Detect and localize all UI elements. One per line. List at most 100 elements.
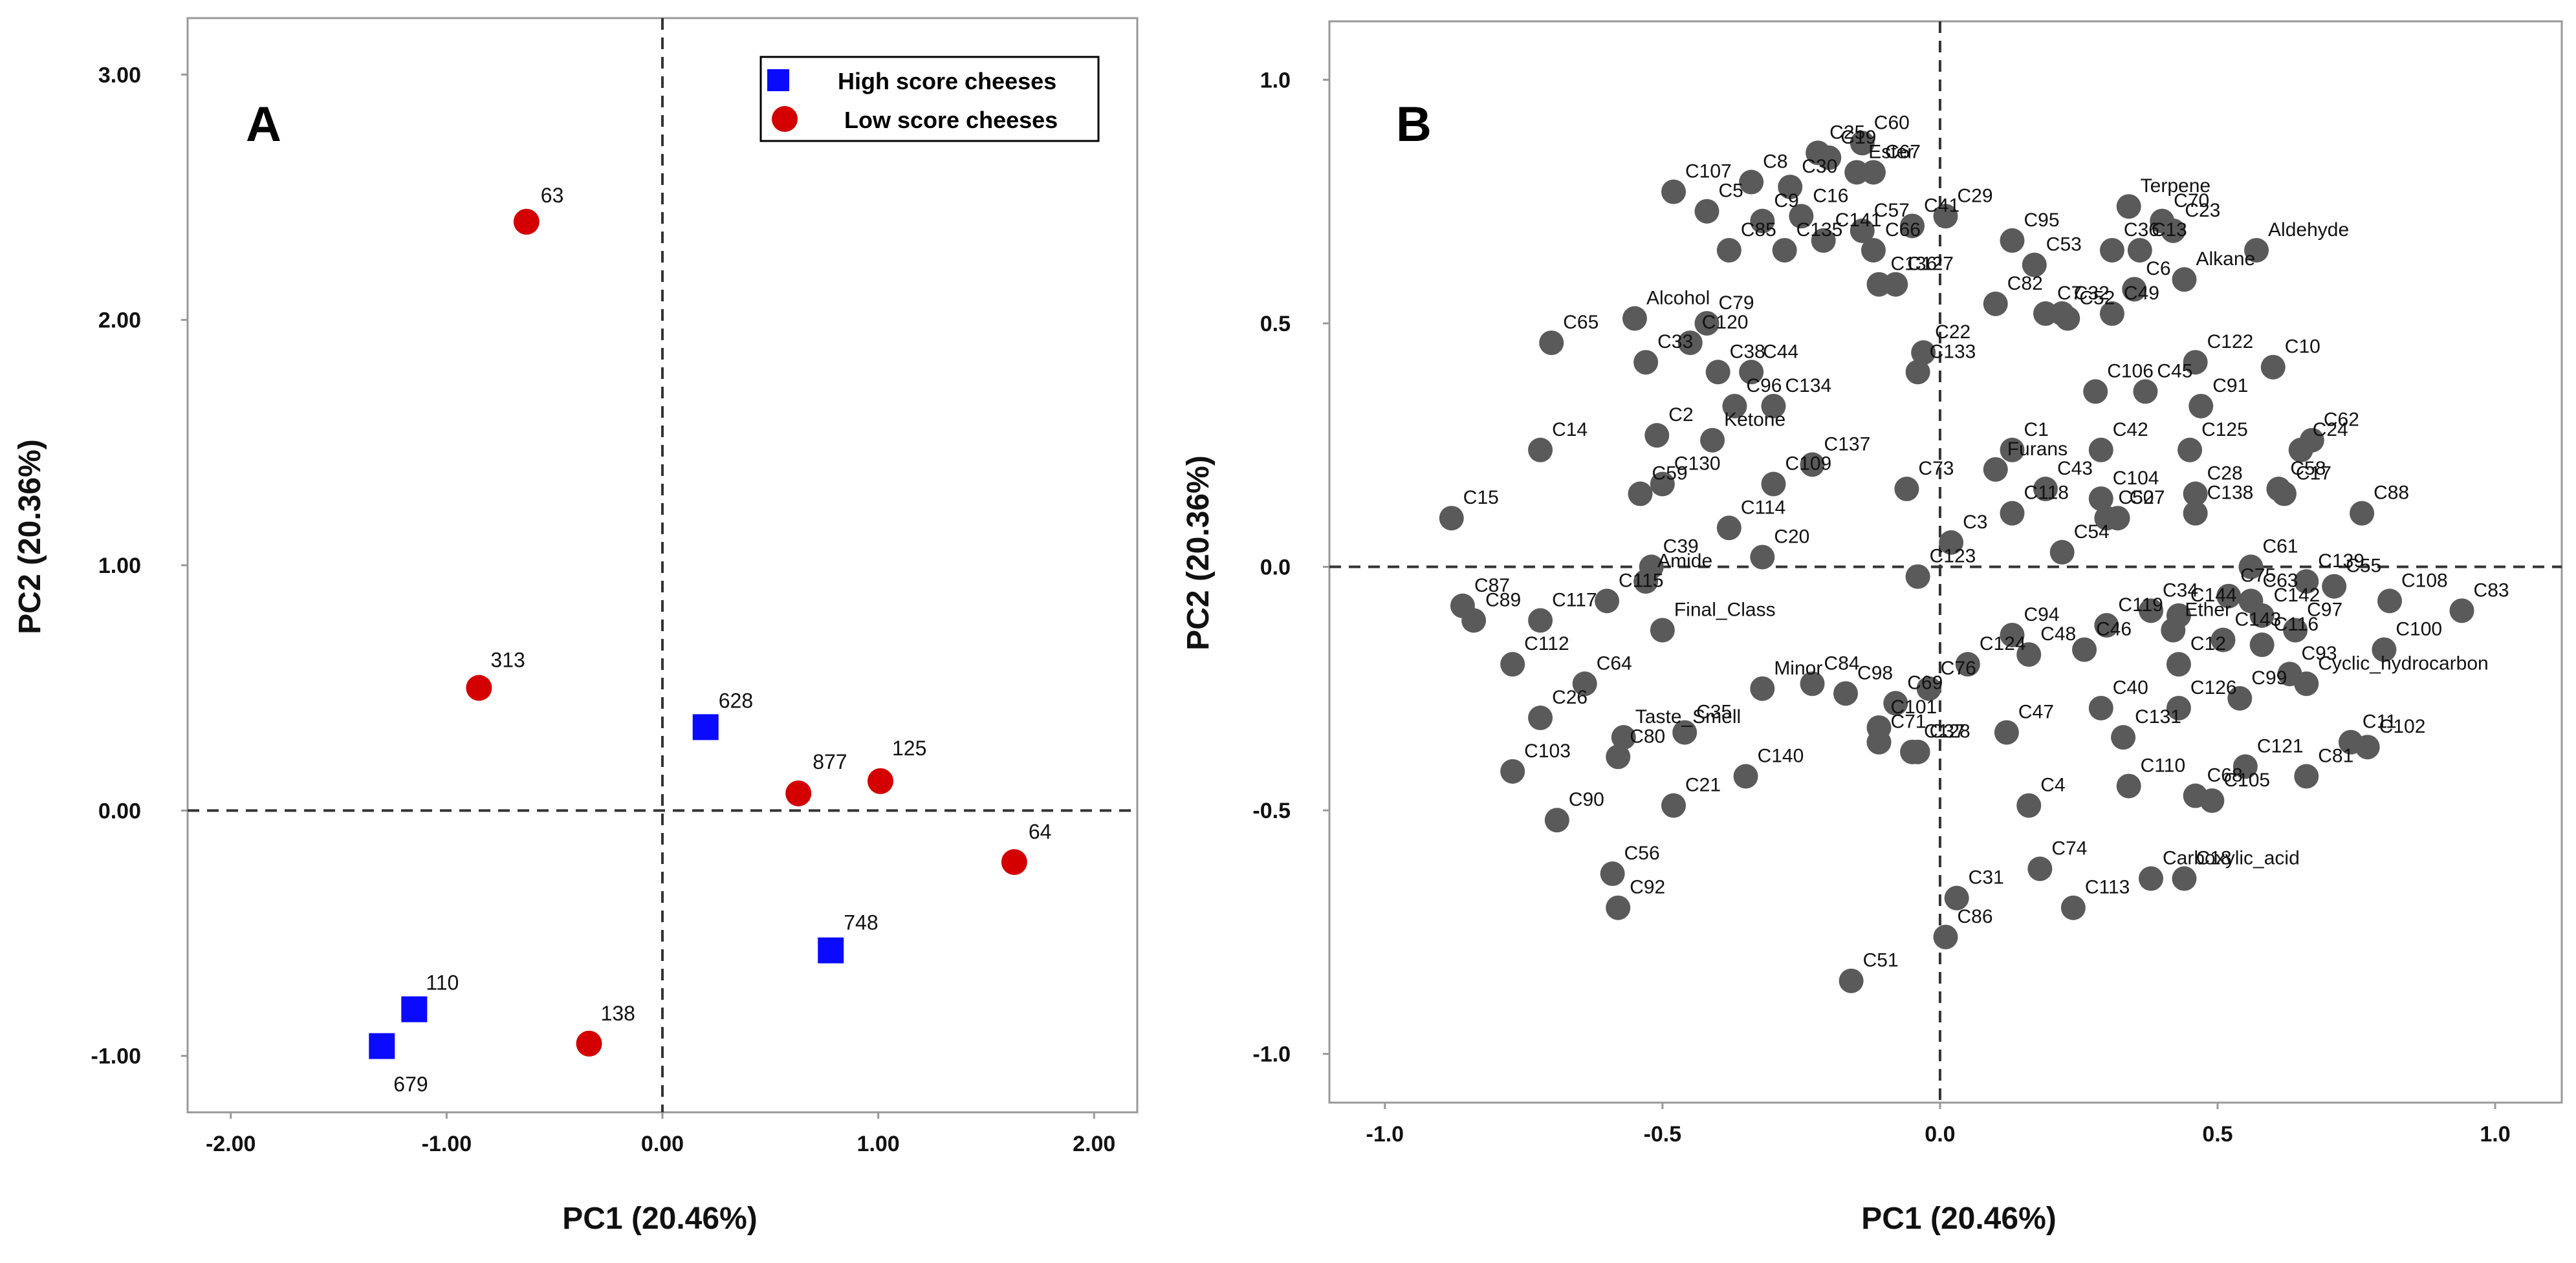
variable-point <box>1944 885 1969 911</box>
point-label: 628 <box>719 689 753 712</box>
legend-box <box>759 56 1100 142</box>
variable-point <box>1611 725 1636 750</box>
panel-b-ylabel: PC2 (20.36%) <box>1181 455 1216 650</box>
variable-label: C143 <box>2235 609 2282 631</box>
variable-label: C141 <box>1835 210 1882 231</box>
variable-label: C44 <box>1763 341 1798 362</box>
y-tick-label: -1.0 <box>1252 1042 1291 1067</box>
variable-point <box>1644 423 1670 448</box>
variable-label: C50 <box>2118 487 2154 508</box>
variable-point <box>1905 564 1930 589</box>
variable-label: C76 <box>1941 658 1976 679</box>
variable-label: C121 <box>2257 735 2304 757</box>
variable-label: C98 <box>1857 662 1893 684</box>
variable-point <box>1716 515 1741 541</box>
variable-label: C10 <box>2285 336 2320 358</box>
panel-a-letter: A <box>246 97 281 152</box>
variable-point <box>2377 588 2402 614</box>
variable-point <box>1677 330 1703 356</box>
variable-point <box>1716 237 1741 263</box>
variable-point <box>1528 437 1553 462</box>
variable-point <box>1800 671 1825 696</box>
variable-point <box>2216 583 2242 609</box>
variable-point <box>1839 968 1864 993</box>
variable-point <box>2271 481 2297 506</box>
variable-label: C102 <box>2379 716 2426 737</box>
low-score-point <box>576 1030 602 1057</box>
variable-label: C135 <box>1796 219 1843 241</box>
variable-label: C8 <box>1763 151 1787 173</box>
panel-a-legend: High score cheeses Low score cheeses <box>759 56 1100 142</box>
variable-point <box>2178 437 2203 462</box>
point-label: 748 <box>844 911 878 934</box>
variable-point <box>2139 598 2163 623</box>
variable-point <box>2049 539 2075 565</box>
low-score-point <box>867 768 893 794</box>
variable-point <box>1833 681 1859 706</box>
variable-point <box>1994 720 2019 745</box>
variable-label: C25 <box>1829 122 1865 143</box>
variable-point <box>1894 477 1919 502</box>
y-tick-label: 0.00 <box>98 799 141 823</box>
x-tick-label: -1.00 <box>422 1132 472 1156</box>
variable-point <box>1939 530 1964 555</box>
variable-point <box>2088 695 2113 720</box>
variable-point <box>2083 379 2108 404</box>
variable-label: C48 <box>2040 623 2076 645</box>
high-score-point <box>818 937 844 964</box>
variable-label: C110 <box>2141 755 2186 776</box>
high-score-point <box>692 714 719 740</box>
high-score-point <box>369 1033 395 1059</box>
variable-label: C71 <box>1891 711 1927 733</box>
x-tick-label: 1.0 <box>2480 1122 2510 1147</box>
variable-point <box>1544 808 1569 833</box>
variable-point <box>2072 637 2097 662</box>
variable-point <box>2060 895 2086 920</box>
variable-label: C9 <box>1774 190 1798 211</box>
variable-label: C13 <box>2152 219 2187 241</box>
legend-label-high: High score cheeses <box>838 68 1056 94</box>
variable-label: C29 <box>1958 185 1993 206</box>
variable-point <box>2000 437 2025 462</box>
point-label: 313 <box>490 649 525 672</box>
variable-label: C108 <box>2401 570 2448 591</box>
variable-point <box>1844 160 1870 185</box>
variable-point <box>1772 237 1797 263</box>
variable-label: C90 <box>1569 789 1604 810</box>
variable-label: Ketone <box>1724 409 1785 431</box>
variable-point <box>2350 501 2375 526</box>
variable-point <box>2000 622 2025 647</box>
variable-point <box>2355 735 2380 760</box>
y-tick-label: 1.0 <box>1260 68 1291 92</box>
variable-point <box>1739 169 1764 195</box>
variable-label: C140 <box>1758 745 1804 766</box>
variable-point <box>2016 793 2042 818</box>
low-score-point <box>785 780 812 806</box>
variable-point <box>1722 393 1747 418</box>
variable-label: Alkane <box>2196 248 2255 270</box>
variable-label: C96 <box>1746 375 1782 396</box>
variable-label: C67 <box>1885 141 1921 162</box>
variable-point <box>2183 501 2208 526</box>
variable-point <box>2294 671 2319 696</box>
variable-label: C94 <box>2024 604 2059 625</box>
variable-label: C88 <box>2374 482 2409 504</box>
variable-label: C101 <box>1891 696 1937 718</box>
variable-label: C112 <box>1524 633 1569 654</box>
variable-label: C62 <box>2324 409 2359 431</box>
variable-point <box>1661 179 1686 204</box>
variable-label: C63 <box>2262 570 2298 591</box>
panel-a-chart: A -2.00 -1.00 0.00 1.00 2.00 -1.00 0.00 1.00 2.0… <box>13 17 1139 1236</box>
variable-point <box>1528 706 1553 731</box>
variable-label: C32 <box>2074 283 2110 304</box>
variable-point <box>2294 764 2319 789</box>
variable-point <box>1983 291 2008 316</box>
variable-point <box>1900 739 1925 764</box>
variable-point <box>1800 452 1825 477</box>
variable-label: C79 <box>1719 292 1754 314</box>
variable-label: C45 <box>2157 360 2192 382</box>
variable-point <box>2299 427 2324 453</box>
variable-label: C35 <box>1696 702 1732 723</box>
variable-label: C104 <box>2113 468 2159 489</box>
variable-label: C46 <box>2096 619 2132 640</box>
